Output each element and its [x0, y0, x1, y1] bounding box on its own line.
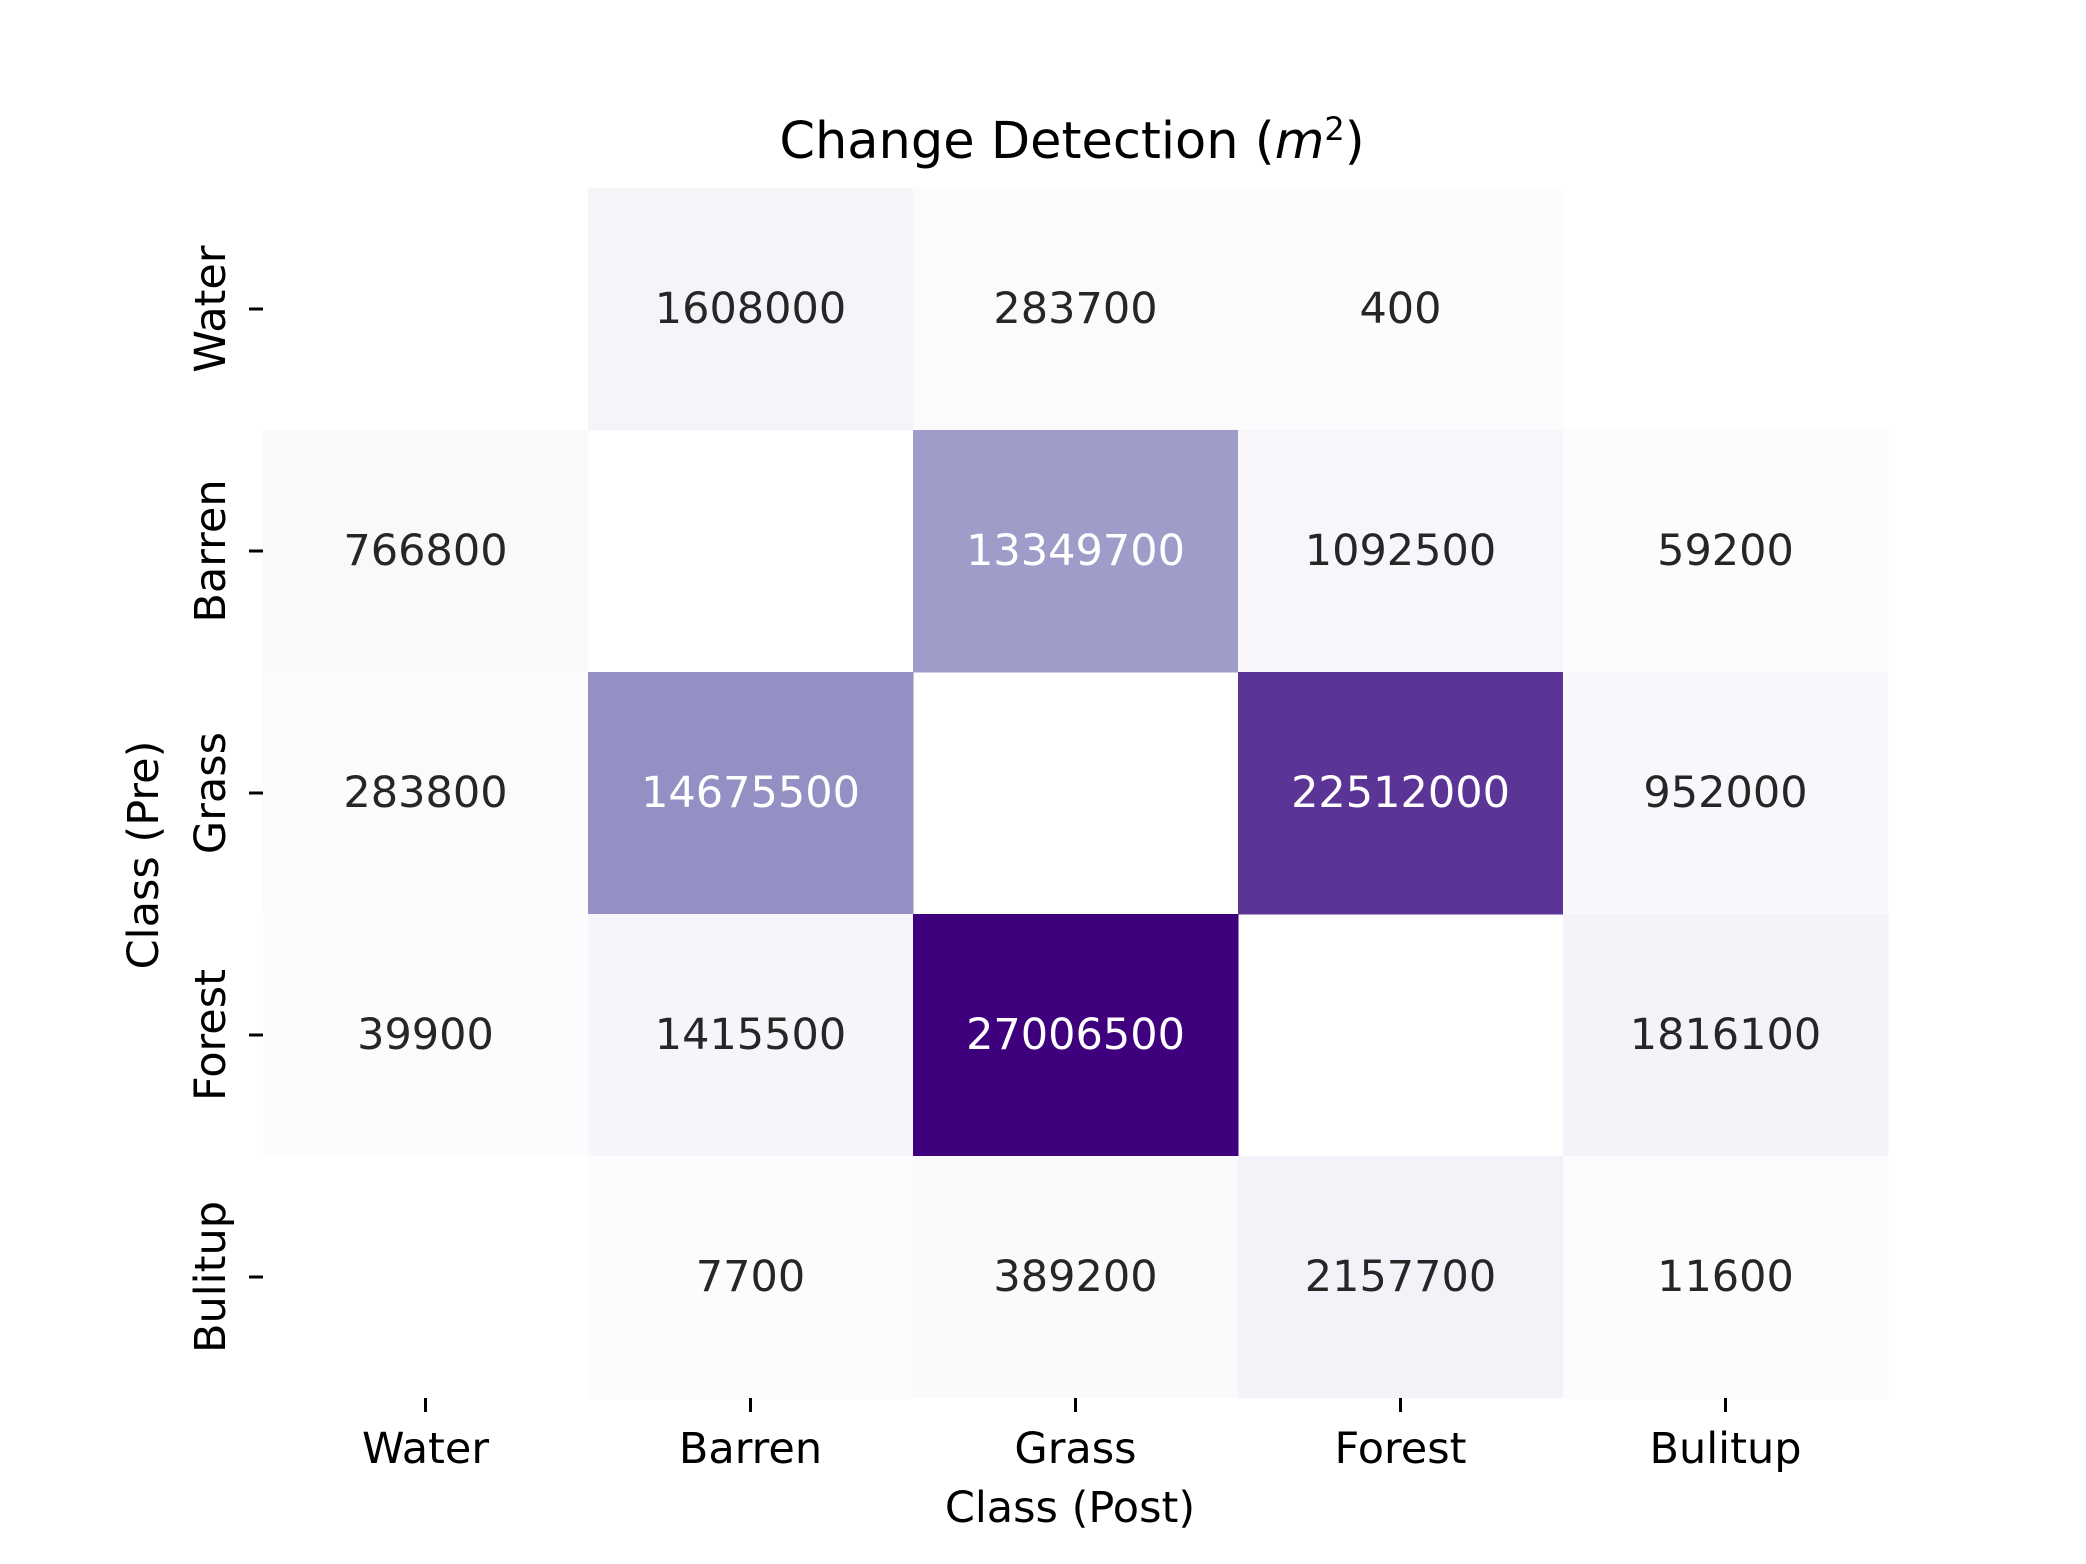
- heatmap-cell-bulitup-to-forest: [1238, 1156, 1564, 1399]
- cell-value-label-forest-to-grass: 27006500: [966, 1010, 1185, 1060]
- heatmap-cell-water-to-barren: [588, 188, 914, 431]
- cell-value-label-grass-to-barren: 14675500: [641, 768, 860, 818]
- heatmap-cell-bulitup-to-barren: [588, 1156, 914, 1399]
- cell-value-label-forest-to-bulitup: 1816100: [1630, 1010, 1822, 1060]
- x-tick-label-barren: Barren: [679, 1424, 822, 1474]
- cell-value-label-barren-to-grass: 13349700: [966, 526, 1185, 576]
- cell-value-label-bulitup-to-grass: 389200: [993, 1252, 1157, 1302]
- y-axis-label: Class (Pre): [119, 741, 169, 970]
- heatmap-cell-barren-to-water: [263, 430, 589, 673]
- heatmap-cell-labels: 1608000 283700 400 766800 13349700 1092500 592…: [343, 284, 1821, 1302]
- x-tick-label-grass: Grass: [1014, 1424, 1136, 1474]
- heatmap-cell-forest-to-grass: [913, 914, 1239, 1157]
- heatmap-cell-water-to-grass: [913, 188, 1239, 431]
- heatmap-cell-water-to-forest: [1238, 188, 1564, 431]
- cell-value-label-barren-to-bulitup: 59200: [1657, 526, 1794, 576]
- heatmap-cell-grass-to-bulitup: [1563, 672, 1889, 915]
- chart-title-suffix: ): [1345, 112, 1365, 171]
- heatmap-cell-barren-to-forest: [1238, 430, 1564, 673]
- heatmap-cell-grass-to-water: [263, 672, 589, 915]
- cell-value-label-water-to-grass: 283700: [993, 284, 1157, 334]
- cell-value-label-bulitup-to-forest: 2157700: [1305, 1252, 1497, 1302]
- cell-value-label-grass-to-water: 283800: [343, 768, 507, 818]
- cell-value-label-water-to-forest: 400: [1359, 284, 1441, 334]
- y-tick-label-bulitup: Bulitup: [186, 1201, 236, 1353]
- heatmap-cell-barren-to-grass: [913, 430, 1239, 673]
- heatmap-cell-grass-to-forest: [1238, 672, 1564, 915]
- cell-value-label-bulitup-to-barren: 7700: [696, 1252, 805, 1302]
- cell-value-label-water-to-barren: 1608000: [655, 284, 847, 334]
- heatmap-cell-barren-to-bulitup: [1563, 430, 1889, 673]
- chart-title: Change Detection (m2): [779, 110, 1364, 171]
- heatmap-cell-grass-to-barren: [588, 672, 914, 915]
- cell-value-label-barren-to-forest: 1092500: [1305, 526, 1497, 576]
- cell-value-label-grass-to-forest: 22512000: [1291, 768, 1510, 818]
- x-tick-label-bulitup: Bulitup: [1649, 1424, 1801, 1474]
- chart-title-variable: m: [1275, 112, 1325, 171]
- cell-value-label-forest-to-water: 39900: [357, 1010, 494, 1060]
- y-tick-label-water: Water: [186, 245, 236, 372]
- x-tick-label-water: Water: [362, 1424, 489, 1474]
- x-axis-label: Class (Post): [945, 1483, 1195, 1533]
- heatmap-cell-bulitup-to-bulitup: [1563, 1156, 1889, 1399]
- heatmap-cell-bulitup-to-grass: [913, 1156, 1239, 1399]
- heatmap-cell-forest-to-bulitup: [1563, 914, 1889, 1157]
- heatmap-cell-forest-to-barren: [588, 914, 914, 1157]
- heatmap-cell-forest-to-water: [263, 914, 589, 1157]
- y-tick-label-barren: Barren: [186, 479, 236, 622]
- y-tick-label-forest: Forest: [186, 969, 236, 1101]
- cell-value-label-forest-to-barren: 1415500: [655, 1010, 847, 1060]
- chart-title-superscript: 2: [1324, 110, 1344, 148]
- cell-value-label-barren-to-water: 766800: [343, 526, 507, 576]
- axis-ticks: Water Barren Grass Forest Bulitup Water Barren…: [186, 245, 1802, 1474]
- cell-value-label-grass-to-bulitup: 952000: [1643, 768, 1807, 818]
- cell-value-label-bulitup-to-bulitup: 11600: [1657, 1252, 1794, 1302]
- heatmap-cells: [263, 188, 1889, 1399]
- chart-title-prefix: Change Detection (: [779, 112, 1274, 171]
- x-tick-label-forest: Forest: [1335, 1424, 1467, 1474]
- y-tick-label-grass: Grass: [186, 732, 236, 854]
